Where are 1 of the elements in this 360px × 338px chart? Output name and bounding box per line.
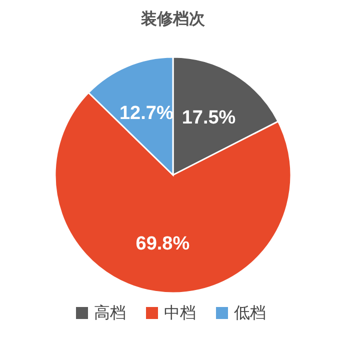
title: 装修档次 bbox=[141, 11, 205, 28]
